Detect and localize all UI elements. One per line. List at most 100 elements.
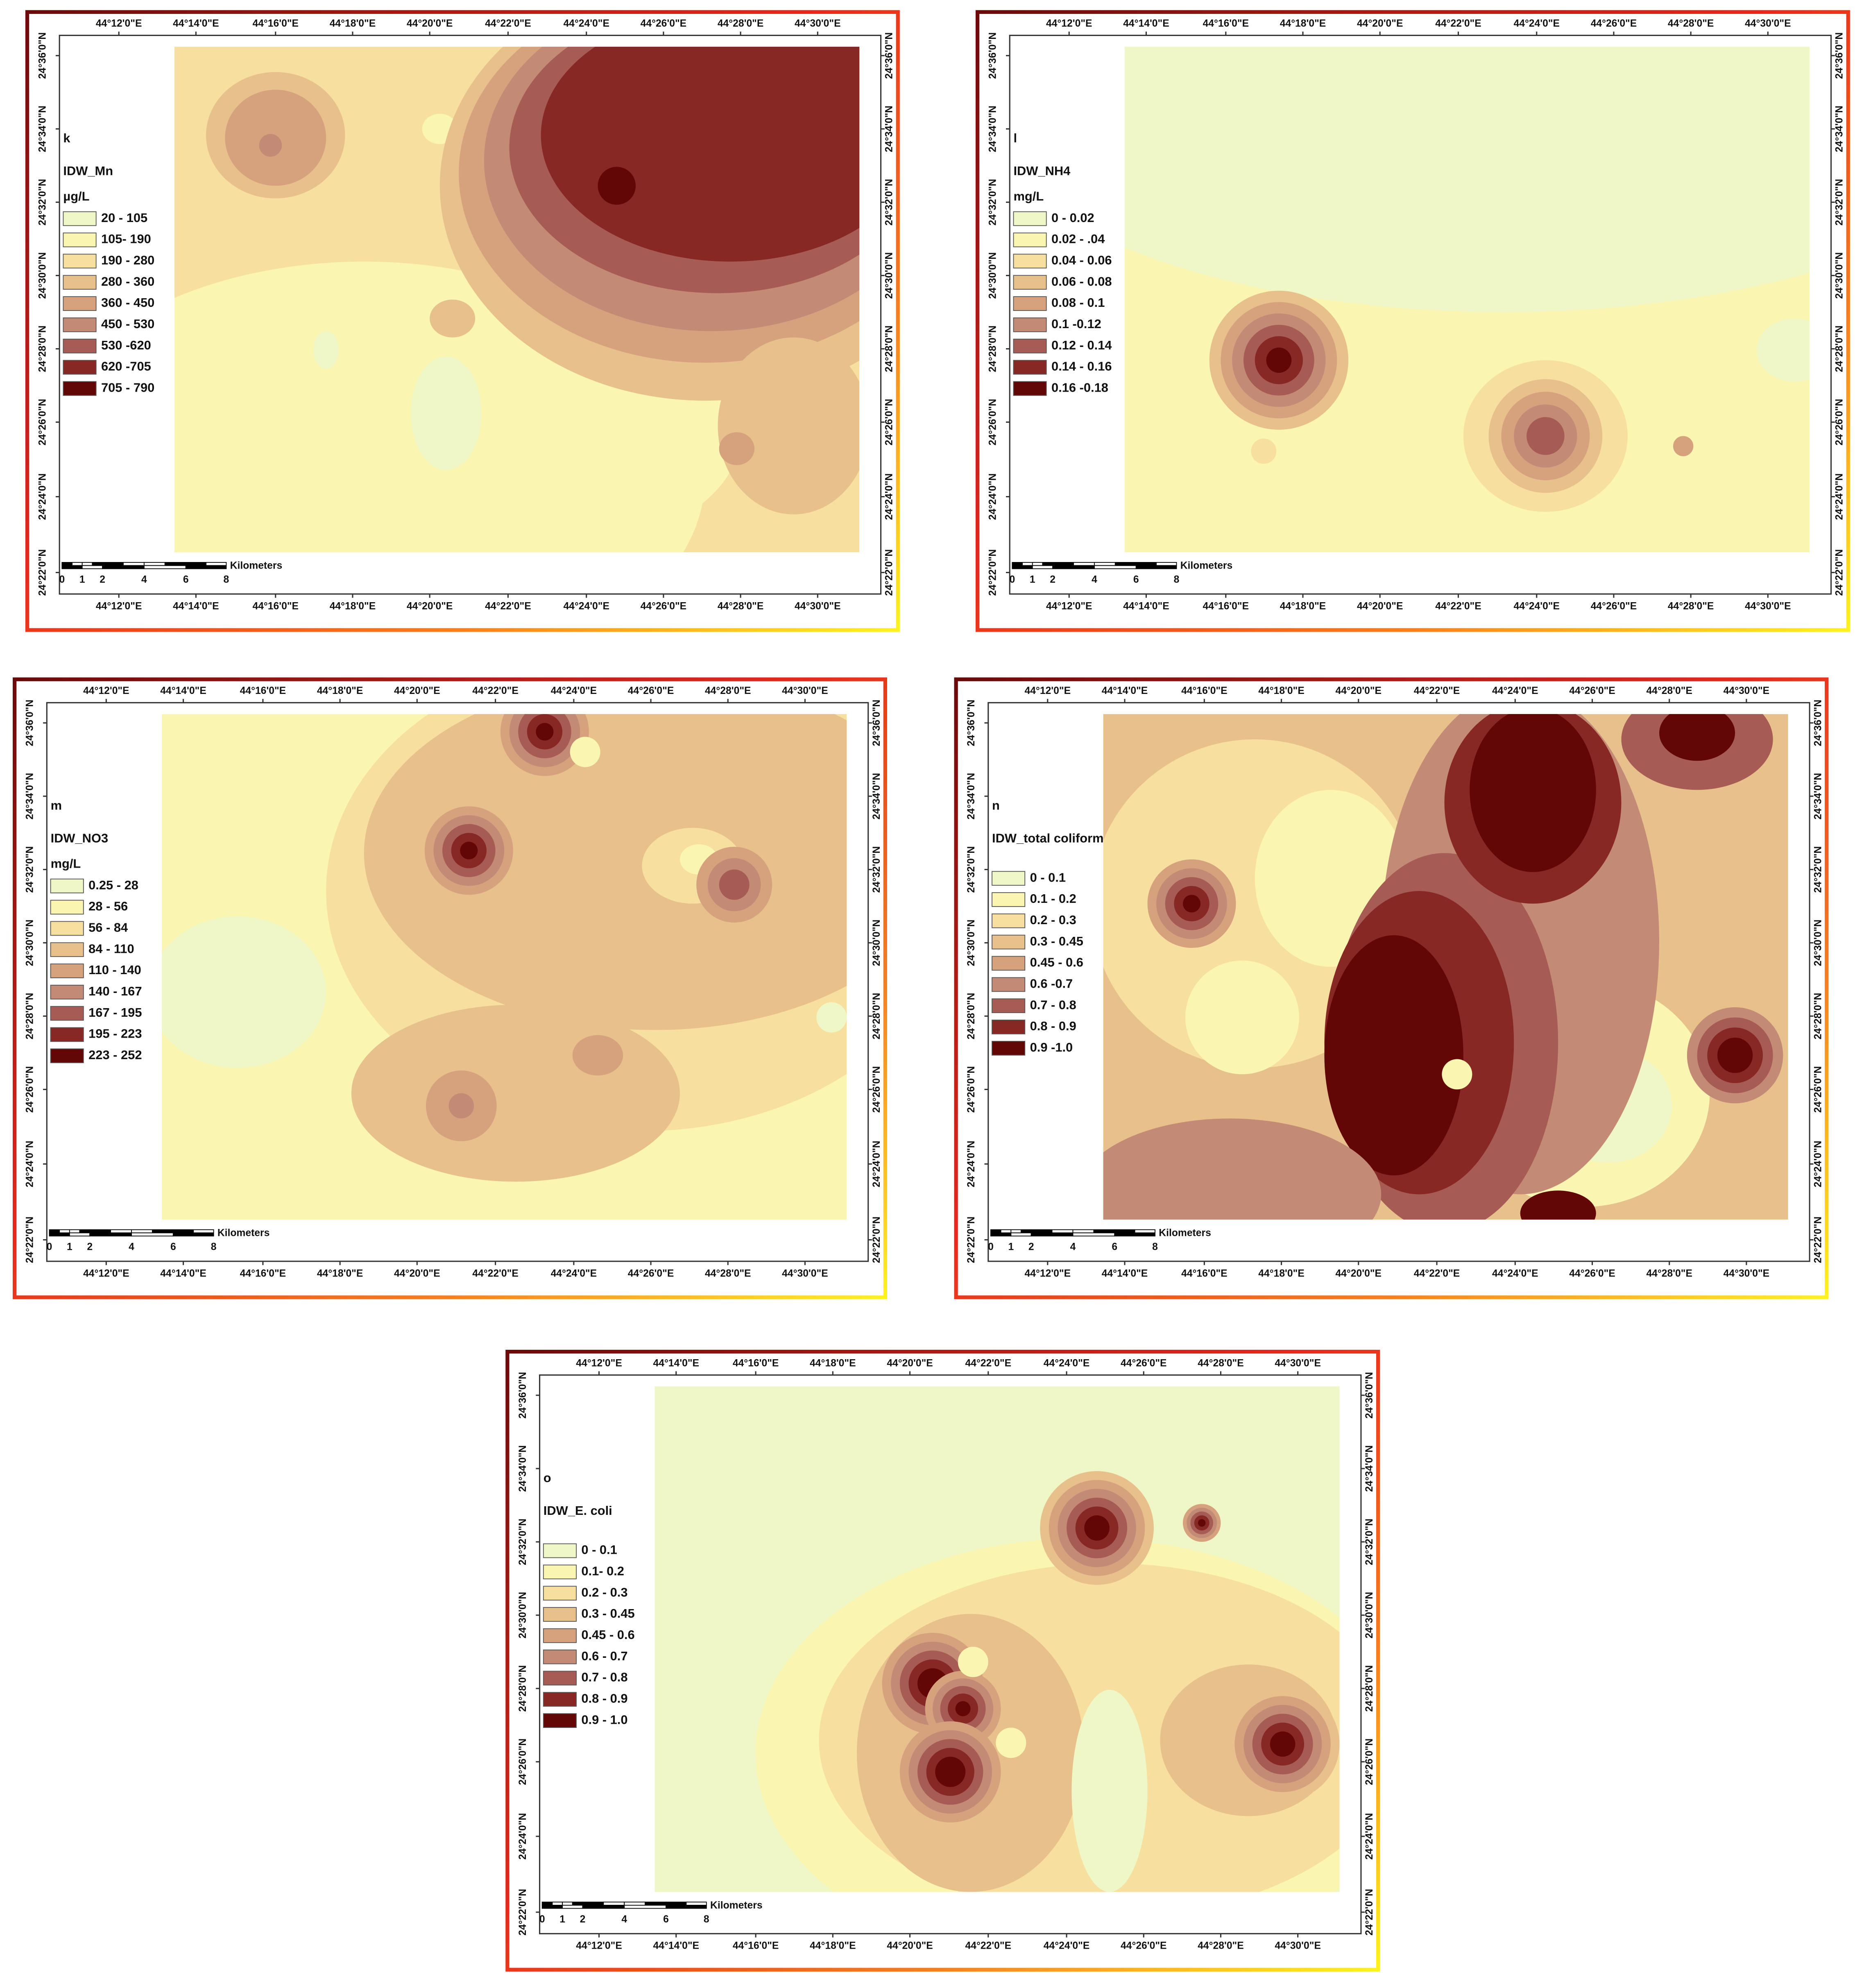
top-tick-label: 44°18'0"E bbox=[317, 685, 363, 696]
scale-segment bbox=[185, 565, 227, 569]
scale-segment bbox=[172, 1232, 214, 1237]
layer-name: IDW_NH4 bbox=[1013, 164, 1070, 178]
left-tick-label: 24°22'0"N bbox=[25, 1217, 36, 1263]
right-tick-label: 24°36'0"N bbox=[884, 32, 895, 79]
bottom-tick-label: 44°18'0"E bbox=[317, 1268, 363, 1279]
scale-label: 8 bbox=[704, 1914, 709, 1925]
surface-zone bbox=[1673, 436, 1694, 456]
left-tick-label: 24°30'0"N bbox=[987, 252, 999, 299]
idw-surface bbox=[162, 714, 847, 1220]
surface-zone bbox=[790, 363, 815, 388]
surface-zone bbox=[1324, 935, 1463, 1176]
right-tick-label: 24°34'0"N bbox=[871, 773, 882, 820]
legend-swatch bbox=[543, 1543, 577, 1558]
legend-swatch bbox=[992, 977, 1026, 992]
legend-label: 0.3 - 0.45 bbox=[581, 1606, 634, 1621]
scale-label: 0 bbox=[47, 1242, 52, 1253]
legend-swatch bbox=[992, 956, 1026, 971]
scale-segment bbox=[1032, 565, 1053, 569]
map-panel: 44°12'0"E 44°14'0"E 44°16'0"E 44°18'0"E 44°2… bbox=[13, 677, 887, 1299]
legend-swatch bbox=[992, 934, 1026, 950]
bottom-tick-label: 44°30'0"E bbox=[795, 601, 840, 612]
legend-label: 0.16 -0.18 bbox=[1051, 381, 1108, 395]
scale-unit: Kilometers bbox=[710, 1900, 763, 1911]
right-tick-label: 24°26'0"N bbox=[871, 1066, 882, 1113]
scale-unit: Kilometers bbox=[230, 560, 283, 571]
surface-zone bbox=[1756, 318, 1810, 382]
legend-label: 0.6 - 0.7 bbox=[581, 1649, 627, 1663]
bottom-tick-label: 44°16'0"E bbox=[733, 1940, 779, 1952]
legend-swatch bbox=[543, 1564, 577, 1580]
bottom-tick-label: 44°16'0"E bbox=[240, 1268, 286, 1279]
scale-segment bbox=[1010, 1229, 1021, 1233]
right-tick-label: 24°28'0"N bbox=[1834, 326, 1845, 372]
scale-segment bbox=[49, 1229, 60, 1233]
top-tick-label: 44°26'0"E bbox=[1121, 1358, 1167, 1369]
right-tick-label: 24°26'0"N bbox=[884, 399, 895, 446]
bottom-tick-label: 44°30'0"E bbox=[1724, 1268, 1769, 1279]
bottom-tick-label: 44°14'0"E bbox=[653, 1940, 699, 1952]
surface-zone bbox=[1520, 1190, 1596, 1220]
scale-segment bbox=[1042, 562, 1053, 566]
legend-label: 105- 190 bbox=[101, 232, 151, 246]
surface-zone bbox=[1442, 1059, 1472, 1090]
scale-label: 8 bbox=[1174, 574, 1180, 585]
legend-swatch bbox=[63, 338, 97, 354]
map-panel: 44°12'0"E 44°14'0"E 44°16'0"E 44°18'0"E 44°2… bbox=[25, 10, 900, 632]
scale-segment bbox=[1094, 565, 1137, 569]
top-tick-label: 44°12'0"E bbox=[576, 1358, 622, 1369]
scale-segment bbox=[1012, 562, 1023, 566]
legend-swatch bbox=[992, 871, 1026, 886]
legend-label: 705 - 790 bbox=[101, 381, 154, 395]
scale-segment bbox=[1031, 1229, 1053, 1233]
surface-zone bbox=[1251, 438, 1277, 464]
layer-name: IDW_total coliform bbox=[992, 831, 1103, 846]
scale-segment bbox=[1114, 562, 1137, 566]
scale-segment bbox=[1021, 1229, 1032, 1233]
top-tick-label: 44°18'0"E bbox=[1280, 18, 1326, 29]
legend-label: 0.9 -1.0 bbox=[1030, 1040, 1073, 1054]
scale-label: 2 bbox=[1050, 574, 1055, 585]
top-tick-label: 44°22'0"E bbox=[472, 685, 519, 696]
scale-label: 1 bbox=[1008, 1242, 1014, 1253]
legend-label: 0.45 - 0.6 bbox=[581, 1628, 634, 1642]
left-tick-label: 24°26'0"N bbox=[966, 1066, 977, 1113]
right-tick-label: 24°36'0"N bbox=[1834, 32, 1845, 79]
right-tick-label: 24°30'0"N bbox=[1812, 920, 1823, 966]
left-tick-label: 24°22'0"N bbox=[517, 1889, 528, 1936]
left-tick-label: 24°34'0"N bbox=[37, 106, 48, 152]
right-tick-label: 24°28'0"N bbox=[871, 993, 882, 1040]
bottom-tick-label: 44°24'0"E bbox=[1514, 601, 1560, 612]
scale-segment bbox=[1022, 562, 1033, 566]
right-tick-label: 24°28'0"N bbox=[1812, 993, 1823, 1040]
right-tick-label: 24°32'0"N bbox=[1812, 846, 1823, 893]
legend-swatch bbox=[1013, 254, 1047, 269]
top-tick-label: 44°28'0"E bbox=[705, 685, 751, 696]
panel-letter: m bbox=[51, 798, 62, 813]
top-tick-label: 44°12'0"E bbox=[1046, 18, 1092, 29]
scale-segment bbox=[79, 1229, 91, 1233]
bottom-tick-label: 44°14'0"E bbox=[160, 1268, 206, 1279]
surface-zone bbox=[681, 402, 704, 425]
left-tick-label: 24°30'0"N bbox=[25, 920, 36, 966]
scale-unit: Kilometers bbox=[217, 1228, 270, 1239]
left-tick-label: 24°24'0"N bbox=[517, 1813, 528, 1860]
legend-label: 0.25 - 28 bbox=[88, 878, 138, 892]
bottom-tick-label: 44°14'0"E bbox=[173, 601, 219, 612]
surface-zone bbox=[1198, 1519, 1206, 1527]
map-panel: 44°12'0"E 44°14'0"E 44°16'0"E 44°18'0"E 44°2… bbox=[975, 10, 1850, 632]
right-tick-label: 24°26'0"N bbox=[1812, 1066, 1823, 1113]
top-tick-label: 44°24'0"E bbox=[1492, 685, 1538, 696]
left-tick-label: 24°32'0"N bbox=[517, 1519, 528, 1565]
legend-swatch bbox=[1013, 232, 1047, 247]
scale-segment bbox=[666, 1904, 707, 1909]
scale-label: 0 bbox=[1010, 574, 1015, 585]
top-tick-label: 44°24'0"E bbox=[1514, 18, 1560, 29]
bottom-tick-label: 44°20'0"E bbox=[887, 1940, 933, 1952]
scale-segment bbox=[603, 1902, 625, 1906]
right-tick-label: 24°22'0"N bbox=[1812, 1217, 1823, 1263]
scale-label: 1 bbox=[559, 1914, 565, 1925]
top-tick-label: 44°16'0"E bbox=[733, 1358, 779, 1369]
scale-segment bbox=[1135, 562, 1157, 566]
top-tick-label: 44°18'0"E bbox=[1258, 685, 1305, 696]
